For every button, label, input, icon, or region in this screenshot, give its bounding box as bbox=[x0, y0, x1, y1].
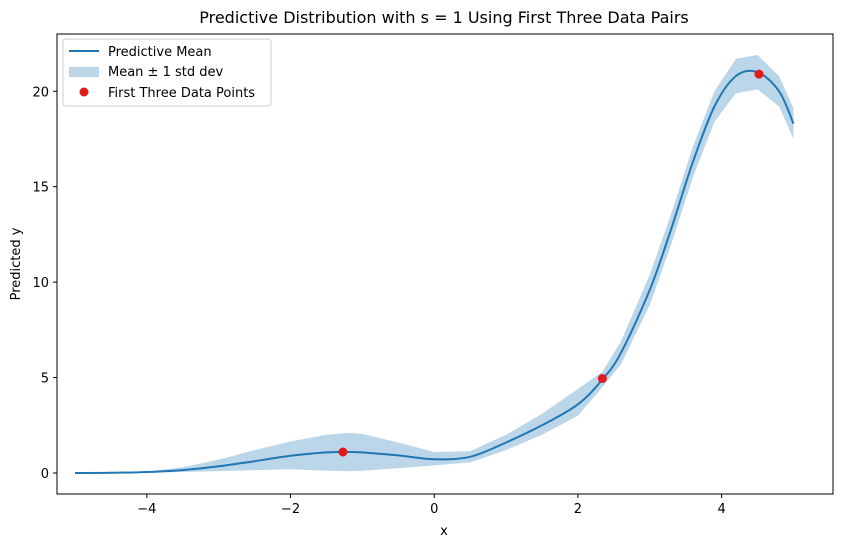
y-axis-label: Predicted y bbox=[9, 227, 24, 300]
data-point-1 bbox=[338, 447, 348, 457]
x-tick-label: 4 bbox=[717, 502, 725, 517]
y-tick-label: 10 bbox=[32, 276, 49, 291]
legend: Predictive Mean Mean ± 1 std dev First T… bbox=[62, 38, 272, 107]
x-tick-label: 2 bbox=[574, 502, 582, 517]
x-tick-label: 0 bbox=[430, 502, 438, 517]
legend-mean-label: Predictive Mean bbox=[108, 45, 212, 60]
data-point-3 bbox=[754, 69, 764, 79]
chart-title: Predictive Distribution with s = 1 Using… bbox=[199, 8, 689, 27]
legend-points-label: First Three Data Points bbox=[108, 86, 255, 101]
data-point-2 bbox=[597, 374, 607, 384]
legend-band-label: Mean ± 1 std dev bbox=[108, 65, 223, 80]
legend-box bbox=[62, 38, 272, 107]
x-tick-label: −4 bbox=[137, 502, 156, 517]
predictive-mean-line bbox=[74, 69, 795, 474]
plot-area bbox=[74, 55, 795, 474]
legend-band-swatch bbox=[69, 67, 99, 77]
x-tick-label: −2 bbox=[281, 502, 300, 517]
legend-points-swatch bbox=[79, 87, 89, 97]
y-axis-ticks: 0 5 10 15 20 bbox=[32, 85, 57, 482]
y-tick-label: 15 bbox=[32, 181, 49, 196]
y-tick-label: 0 bbox=[41, 467, 49, 482]
y-tick-label: 20 bbox=[32, 85, 49, 100]
x-axis-ticks: −4 −2 0 2 4 bbox=[137, 494, 726, 517]
std-dev-band bbox=[75, 55, 794, 473]
y-tick-label: 5 bbox=[41, 372, 49, 387]
x-axis-label: x bbox=[440, 524, 448, 539]
axes-frame bbox=[56, 33, 834, 495]
